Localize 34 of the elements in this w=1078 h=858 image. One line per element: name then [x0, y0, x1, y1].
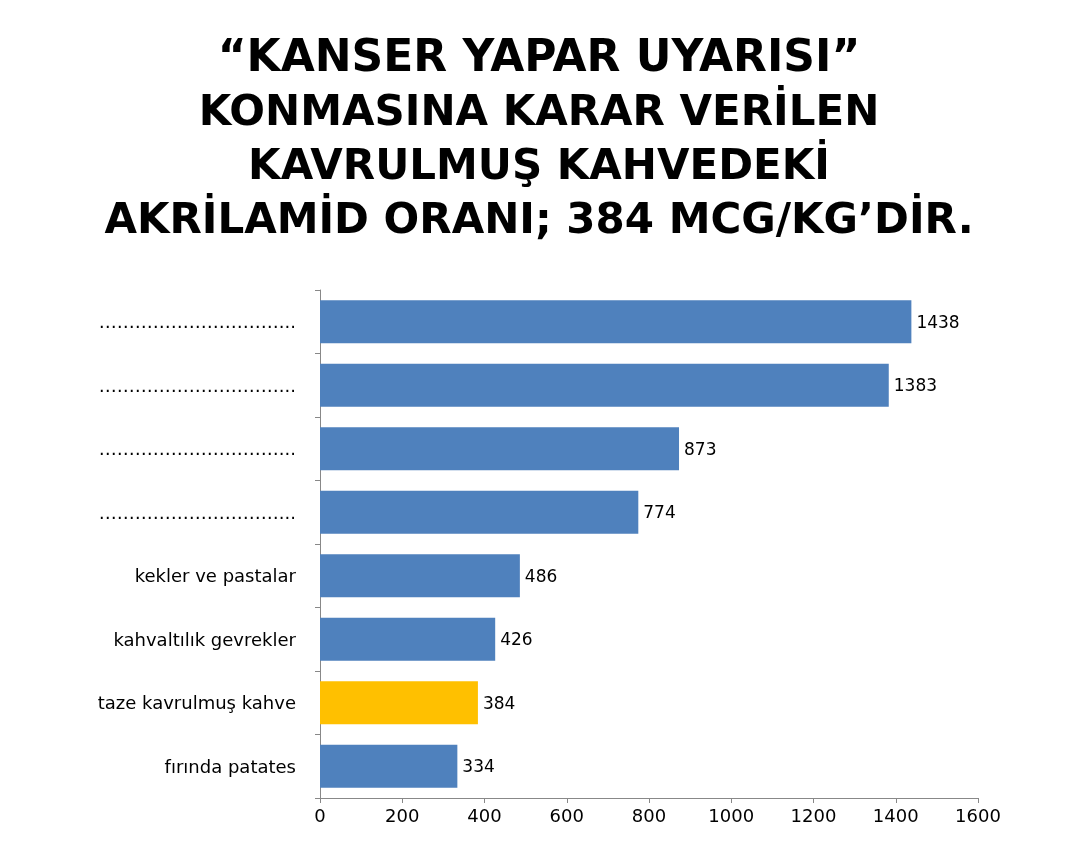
y-tick-label: …………………………... — [98, 311, 296, 333]
x-tick-label: 1000 — [708, 804, 755, 826]
bar — [320, 681, 478, 725]
data-label: 486 — [524, 565, 558, 586]
x-tick-label: 400 — [467, 804, 502, 826]
x-tick-label: 1400 — [872, 804, 919, 826]
x-tick-label: 1200 — [790, 804, 837, 826]
data-label: 334 — [462, 756, 495, 777]
x-tick-label: 200 — [385, 804, 420, 826]
x-tick-label: 600 — [549, 804, 584, 826]
y-tick-label: taze kavrulmuş kahve — [97, 692, 296, 714]
data-label: 1438 — [916, 311, 960, 332]
bar — [320, 554, 520, 598]
bar — [320, 363, 889, 407]
y-tick-label: …………………………... — [98, 438, 296, 460]
data-label: 384 — [482, 692, 516, 713]
data-label: 873 — [684, 438, 717, 459]
data-label: 426 — [500, 629, 533, 650]
data-label: 774 — [643, 502, 676, 523]
bar — [320, 617, 496, 661]
x-tick-label: 1600 — [955, 804, 1001, 826]
chart-title: “KANSER YAPAR UYARISI” KONMASINA KARAR VERİLEN KAVRULMUŞ KAHVEDEKİ AKRİLAMİD ORANI; 384 MCG/KG’DİR. — [104, 29, 974, 243]
data-label: 1383 — [893, 375, 938, 396]
x-tick-label: 0 — [314, 804, 326, 826]
x-tick-label: 800 — [631, 804, 667, 826]
y-tick-label: fırında patates — [164, 755, 296, 777]
y-tick-label: kahvaltılık gevrekler — [113, 628, 297, 650]
y-tick-label: …………………………... — [98, 374, 296, 396]
bar — [320, 300, 912, 344]
bar — [320, 744, 458, 788]
y-tick-label: kekler ve pastalar — [134, 565, 297, 587]
bar — [320, 427, 680, 471]
y-tick-label: …………………………... — [98, 501, 296, 523]
bar — [320, 490, 639, 534]
